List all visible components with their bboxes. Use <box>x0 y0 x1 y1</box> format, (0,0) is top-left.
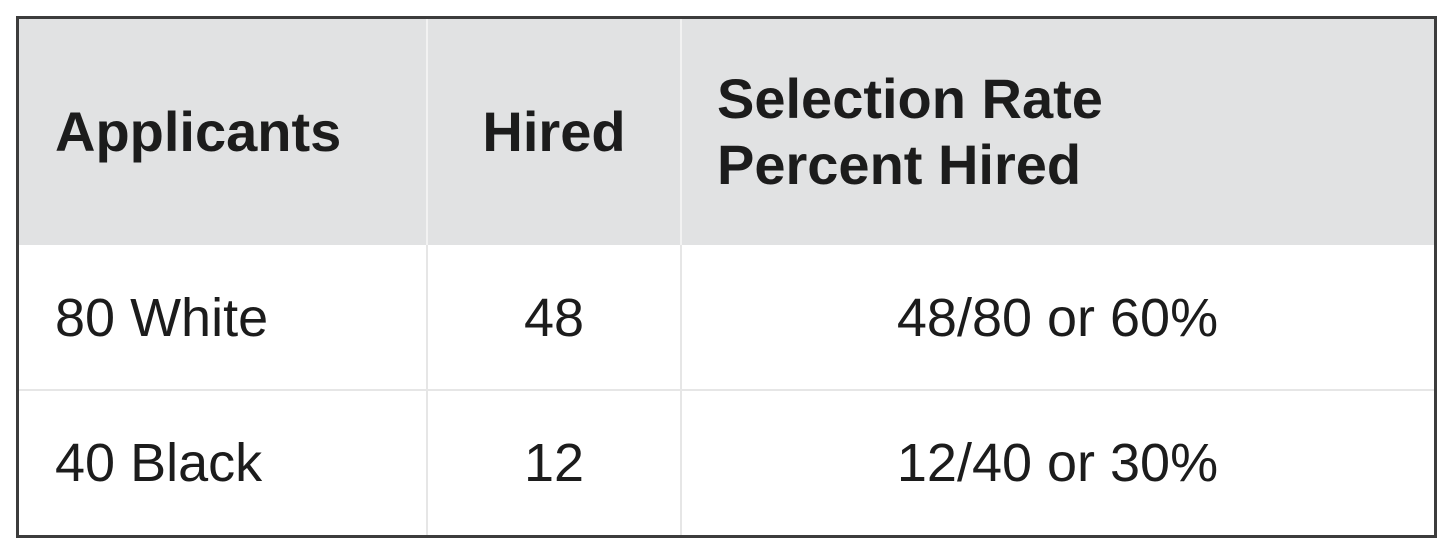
table-cell: 48 <box>427 245 681 390</box>
header-cell: Selection Rate Percent Hired <box>681 19 1434 245</box>
table-cell: 40 Black <box>19 390 427 535</box>
column-divider <box>426 19 428 245</box>
table: Applicants Hired Selection Rate Percent Hi… <box>16 16 1437 538</box>
table-cell: 80 White <box>19 245 427 390</box>
table-cell: 48/80 or 60% <box>681 245 1434 390</box>
table-cell: 12/40 or 30% <box>681 390 1434 535</box>
header-cell: Hired <box>427 19 681 245</box>
table-cell: 12 <box>427 390 681 535</box>
column-divider <box>680 19 682 245</box>
header-cell: Applicants <box>19 19 427 245</box>
row-divider <box>19 389 1434 391</box>
